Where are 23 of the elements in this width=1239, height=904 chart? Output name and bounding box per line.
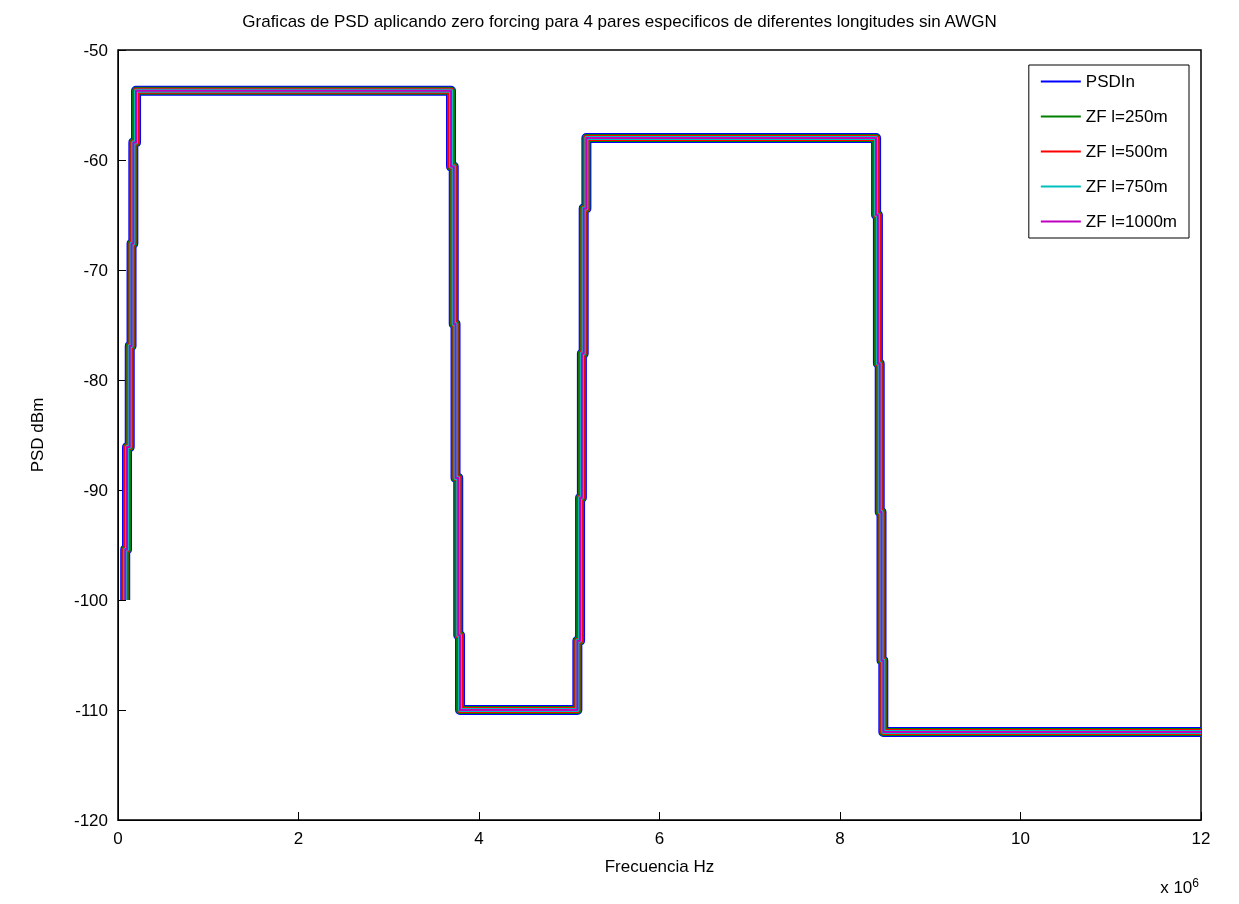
x-tick-label: 0	[113, 829, 123, 848]
y-tick-label: -100	[73, 590, 108, 610]
y-tick-label: -70	[83, 260, 108, 280]
x-tick-label: 6	[654, 829, 665, 848]
x-axis-title: Frecuencia Hz	[604, 857, 715, 876]
y-tick-label: -50	[83, 40, 108, 60]
y-axis-title: PSD dBm	[28, 397, 47, 473]
y-tick-label: -80	[83, 370, 108, 390]
x-tick-label: 8	[835, 829, 845, 848]
legend-label: ZF l=250m	[1085, 107, 1168, 126]
legend-label: ZF l=1000m	[1085, 212, 1178, 231]
y-tick-label: -90	[83, 480, 108, 500]
legend-label: PSDIn	[1085, 72, 1135, 91]
chart-title: Graficas de PSD aplicando zero forcing para 4 pares especificos de diferentes longitudes sin AWGN	[242, 12, 997, 31]
y-tick-label: -120	[73, 810, 108, 830]
x-tick-label: 2	[293, 829, 304, 848]
legend-label: ZF l=500m	[1085, 142, 1168, 161]
x-tick-label: 10	[1011, 829, 1030, 848]
y-tick-label: -110	[75, 700, 108, 720]
y-tick-label: -60	[83, 150, 108, 170]
x-tick-label: 12	[1191, 829, 1211, 848]
x-tick-label: 4	[474, 829, 484, 848]
legend-label: ZF l=750m	[1085, 177, 1168, 196]
